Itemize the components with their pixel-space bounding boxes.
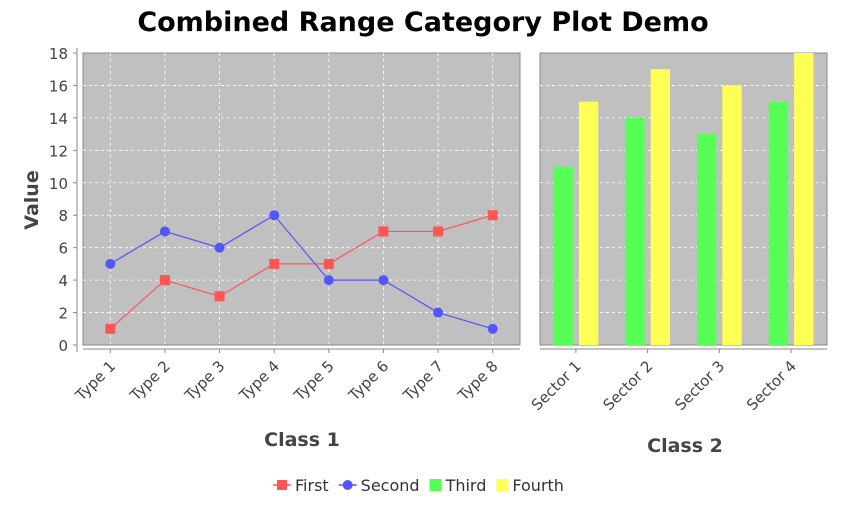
y-axis-label: Value (21, 170, 43, 229)
legend-marker (277, 480, 287, 490)
x-tick-label: Type 1 (71, 357, 119, 405)
legend-label: First (295, 476, 329, 495)
data-point-second (433, 307, 444, 318)
legend-label: Third (445, 476, 487, 495)
x-tick-label: Type 7 (399, 357, 447, 405)
data-point-second (378, 275, 389, 286)
legend-label: Second (361, 476, 420, 495)
x-tick-label: Sector 2 (599, 357, 656, 414)
legend-marker (496, 479, 509, 491)
y-tick-label: 16 (49, 77, 68, 95)
x-axis-label-class-2: Class 2 (647, 435, 723, 457)
chart-title: Combined Range Category Plot Demo (137, 7, 708, 38)
plot-area-1 (82, 52, 521, 346)
data-point-second (214, 242, 225, 253)
legend-label: Fourth (512, 476, 564, 495)
data-point-first (159, 275, 170, 286)
bar-third (625, 117, 645, 345)
x-tick-label: Type 5 (290, 357, 338, 405)
data-point-second (269, 210, 280, 221)
data-point-second (105, 258, 116, 269)
bar-fourth (578, 101, 599, 346)
data-point-first (105, 323, 116, 334)
data-point-first (487, 210, 498, 221)
bar-third (768, 101, 789, 346)
data-point-second (487, 323, 498, 334)
data-point-first (433, 226, 444, 237)
legend-marker (429, 479, 442, 491)
y-tick-label: 10 (49, 175, 68, 193)
bar-fourth (650, 69, 670, 345)
x-tick-label: Sector 1 (528, 357, 585, 414)
x-tick-label: Sector 4 (743, 357, 800, 414)
x-tick-label: Type 3 (180, 357, 228, 405)
y-tick-label: 14 (49, 110, 68, 128)
data-point-first (214, 291, 225, 302)
series-line-first (109, 214, 493, 330)
x-tick-label: Type 6 (344, 357, 392, 405)
data-point-first (323, 258, 334, 269)
bar-third (697, 134, 717, 345)
bar-fourth (722, 85, 742, 345)
legend-marker (342, 480, 353, 490)
x-tick-label: Type 4 (235, 357, 283, 405)
x-tick-label: Type 2 (126, 357, 174, 405)
data-point-second (323, 275, 334, 286)
y-tick-label: 2 (58, 305, 68, 323)
bar-third (553, 166, 573, 345)
x-axis-label-class-1: Class 1 (264, 429, 340, 451)
bar-fourth (794, 53, 814, 345)
y-tick-label: 4 (58, 272, 68, 290)
x-tick-label: Sector 3 (671, 357, 728, 414)
data-point-first (269, 258, 280, 269)
x-tick-label: Type 8 (454, 357, 502, 405)
series-line-second (110, 214, 493, 330)
y-tick-label: 18 (49, 45, 68, 63)
data-point-second (159, 226, 170, 237)
y-tick-label: 12 (49, 142, 68, 160)
data-point-first (378, 226, 389, 237)
y-tick-label: 0 (58, 337, 68, 355)
y-tick-label: 6 (58, 240, 68, 258)
y-tick-label: 8 (58, 207, 68, 225)
